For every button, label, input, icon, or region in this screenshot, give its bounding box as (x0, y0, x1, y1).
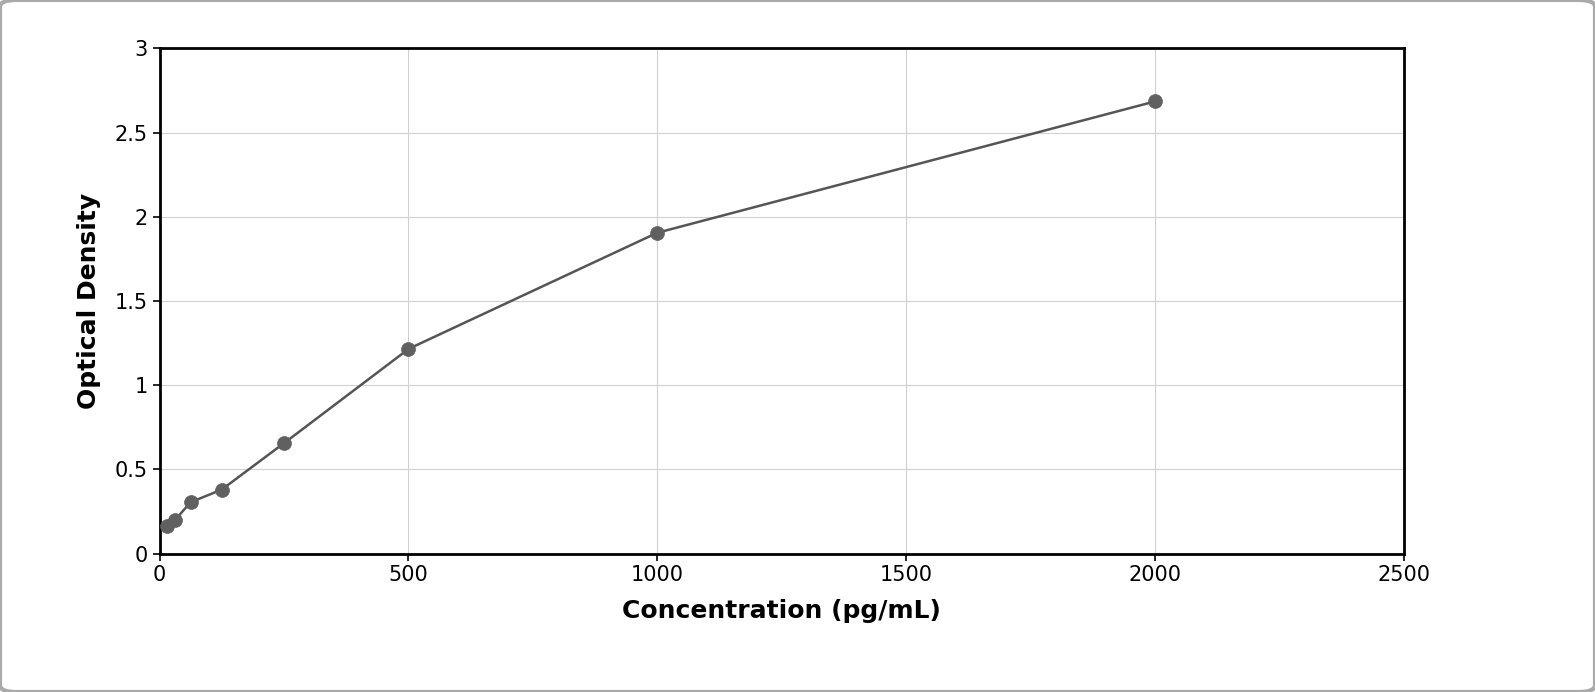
Point (396, 343, 421, 354)
Point (1142, 96, 1168, 107)
Point (271, 438, 297, 449)
X-axis label: Concentration (pg/mL): Concentration (pg/mL) (622, 599, 941, 623)
Point (179, 497, 204, 508)
Point (644, 227, 670, 238)
Point (163, 514, 188, 525)
Point (209, 484, 234, 495)
Y-axis label: Optical Density: Optical Density (77, 193, 100, 409)
Point (155, 520, 180, 531)
